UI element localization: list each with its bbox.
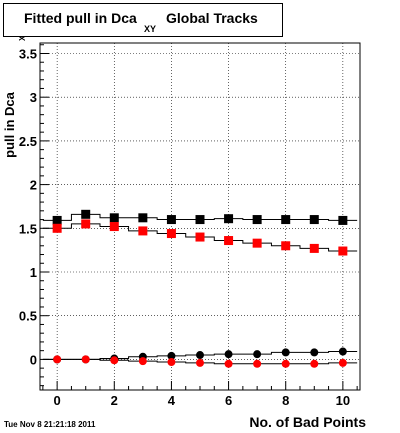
- data-point-square: [338, 246, 348, 256]
- y-tick-label: 2: [30, 178, 37, 193]
- data-point-circle: [110, 356, 119, 365]
- x-tick-label: 4: [168, 393, 176, 408]
- data-point-square: [281, 241, 291, 251]
- series-3: [42, 355, 358, 368]
- data-point-circle: [281, 348, 290, 357]
- y-tick-label: 0: [30, 352, 37, 367]
- data-point-circle: [167, 351, 176, 360]
- data-point-circle: [196, 358, 204, 367]
- data-point-square: [281, 215, 291, 225]
- y-tick-label: 2.5: [19, 134, 37, 149]
- data-point-circle: [196, 351, 204, 360]
- y-tick-label: 1: [30, 265, 37, 280]
- data-point-circle: [310, 348, 319, 357]
- data-point-circle: [138, 357, 147, 366]
- data-point-square: [224, 236, 234, 246]
- axis-ticks: [40, 44, 358, 390]
- chart-title-rest: Global Tracks: [166, 10, 258, 26]
- series-step-line: [42, 358, 358, 365]
- y-tick-label: 1.5: [19, 221, 37, 236]
- x-axis-label: No. of Bad Points: [249, 414, 366, 430]
- y-axis-label-main: pull in Dca: [2, 91, 17, 158]
- data-point-square: [109, 222, 119, 232]
- series-1: [42, 219, 358, 256]
- x-tick-label: 6: [225, 393, 232, 408]
- data-point-circle: [224, 359, 233, 368]
- data-point-square: [109, 213, 119, 223]
- data-series: [42, 209, 358, 368]
- series-0: [42, 209, 358, 225]
- data-point-circle: [53, 355, 62, 364]
- data-point-square: [166, 229, 176, 239]
- x-tick-label: 0: [54, 393, 61, 408]
- data-point-square: [309, 215, 319, 225]
- data-point-circle: [338, 358, 347, 367]
- chart-title: Fitted pull in Dca: [24, 10, 137, 26]
- data-point-circle: [253, 350, 262, 359]
- data-point-square: [52, 223, 62, 233]
- data-point-square: [81, 209, 91, 219]
- data-point-circle: [81, 355, 90, 364]
- data-point-square: [338, 215, 348, 225]
- chart-title-subscript: XY: [144, 24, 157, 34]
- y-tick-label: 0.5: [19, 309, 37, 324]
- data-point-square: [195, 215, 205, 225]
- title-box: Fitted pull in Dca XY Global Tracks: [3, 3, 283, 37]
- data-point-circle: [338, 347, 347, 356]
- data-point-circle: [224, 350, 233, 359]
- data-point-square: [309, 243, 319, 253]
- data-point-square: [224, 214, 234, 224]
- x-tick-label: 10: [336, 393, 350, 408]
- data-point-square: [195, 232, 205, 242]
- x-tick-label: 8: [282, 393, 289, 408]
- data-point-circle: [310, 359, 319, 368]
- data-point-square: [81, 219, 91, 229]
- data-point-square: [252, 238, 262, 248]
- data-point-square: [252, 215, 262, 225]
- data-point-square: [52, 215, 62, 225]
- y-tick-labels: 0 0.5 1 1.5 2 2.5 3 3.5: [19, 46, 37, 367]
- data-point-circle: [167, 358, 176, 367]
- data-point-circle: [253, 359, 262, 368]
- x-tick-label: 2: [111, 393, 118, 408]
- timestamp: Tue Nov 8 21:21:18 2011: [4, 420, 96, 429]
- data-point-square: [138, 213, 148, 223]
- data-point-square: [166, 215, 176, 225]
- data-point-circle: [281, 359, 290, 368]
- x-tick-labels: 0 2 4 6 8 10: [54, 393, 351, 408]
- y-tick-label: 3.5: [19, 46, 37, 61]
- data-point-square: [138, 226, 148, 236]
- y-tick-label: 3: [30, 90, 37, 105]
- series-step-line: [42, 351, 358, 360]
